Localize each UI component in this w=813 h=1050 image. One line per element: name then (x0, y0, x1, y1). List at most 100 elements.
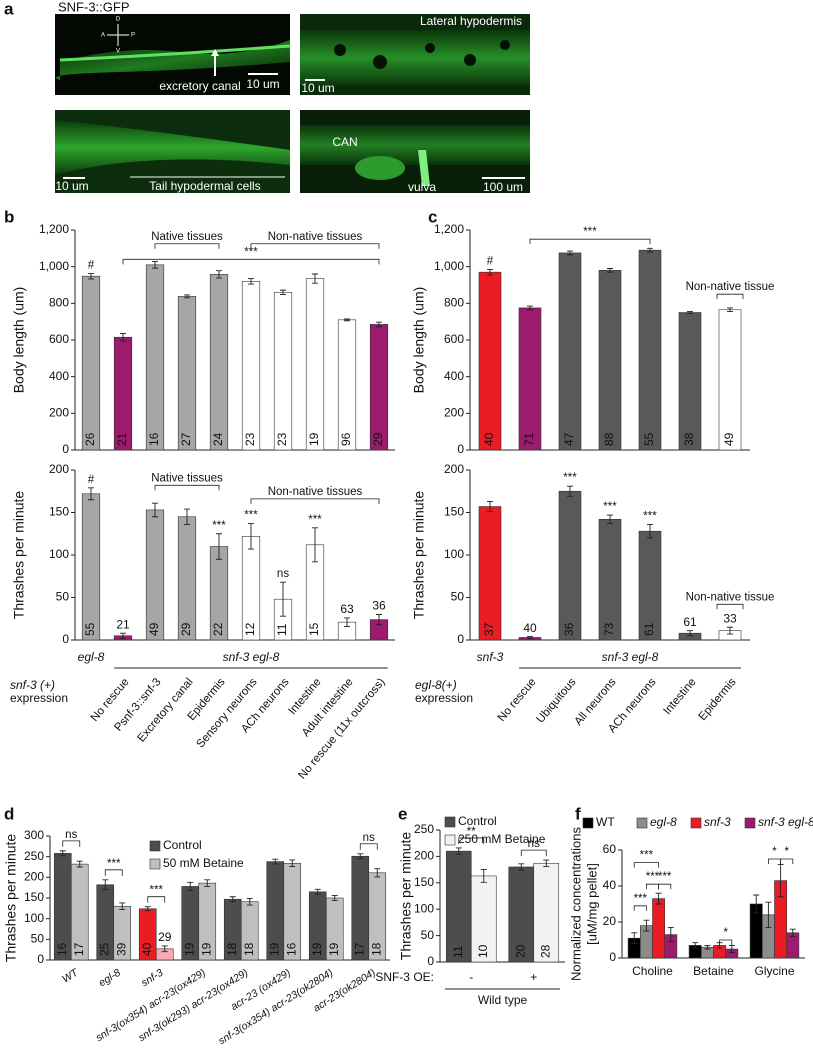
y-tick-label: 0 (609, 950, 616, 964)
error-bar (88, 487, 94, 501)
n-label: 19 (310, 942, 324, 956)
x-tick-label: Ubiquitous (534, 676, 578, 726)
legend-label: snf-3 (704, 815, 731, 829)
y-tick-label: 0 (62, 632, 69, 646)
image-label: CAN (332, 135, 357, 149)
y-tick-label: 200 (414, 849, 434, 863)
micrograph (300, 110, 530, 193)
y-tick-label: 100 (444, 547, 464, 561)
compass-label: D (116, 17, 121, 23)
significance-label: ns (528, 838, 540, 850)
error-bar (647, 523, 653, 539)
significance-label: *** (308, 514, 322, 526)
x-tick-label: Glycine (754, 964, 794, 978)
y-tick-label: 60 (603, 842, 617, 856)
y-tick-label: 1,200 (39, 222, 69, 236)
y-tick-label: 100 (24, 911, 44, 925)
n-label: 40 (140, 942, 154, 956)
y-axis-label: Body length (um) (11, 287, 27, 394)
n-label: 15 (307, 622, 321, 636)
y-tick-label: 0 (427, 954, 434, 968)
significance-bracket (458, 837, 485, 844)
y-axis-label: Thrashes per minute (398, 832, 414, 961)
error-bar (161, 945, 168, 953)
n-label: 25 (97, 942, 111, 956)
significance-label: ** (467, 826, 476, 838)
annotation-bracket (716, 603, 744, 610)
bar (305, 278, 325, 451)
bar (598, 518, 622, 641)
annotation-bracket (250, 498, 380, 504)
n-label: 12 (243, 622, 257, 636)
y-tick-label: 40 (603, 878, 617, 892)
y-tick-label: 200 (49, 406, 69, 420)
n-label: 61 (683, 615, 697, 629)
image-title: SNF-3::GFP (58, 0, 130, 14)
y-tick-label: 600 (444, 332, 464, 346)
x-tick-label: Sensory neurons (195, 676, 260, 751)
significance-label: ns (363, 832, 375, 844)
x-tick-label: snf-3 (139, 967, 165, 990)
annotation-bracket (768, 858, 781, 864)
y-tick-label: 0 (457, 442, 464, 456)
error-bar (518, 863, 525, 871)
error-bar (455, 847, 462, 855)
error-bar (119, 902, 126, 911)
bar (241, 281, 261, 451)
legend-swatch (582, 817, 594, 829)
error-bar (289, 859, 296, 868)
y-tick-label: 800 (444, 296, 464, 310)
bar (145, 264, 165, 451)
n-label: 40 (523, 621, 537, 635)
error-bar (376, 321, 382, 328)
micrograph (55, 14, 291, 95)
significance-label: ns (277, 568, 289, 580)
annotation-bracket (122, 258, 380, 265)
image-label: vulva (408, 180, 436, 194)
error-bar (102, 879, 109, 891)
error-bar (248, 278, 254, 285)
annotation: Non-native tissues (268, 486, 363, 498)
annotation: *** (583, 226, 597, 238)
error-bar (280, 581, 286, 617)
error-bar (487, 268, 493, 276)
significance-label: # (88, 259, 95, 271)
significance-bracket (359, 843, 378, 850)
n-label: 20 (513, 944, 527, 958)
x-tick-label: WT (60, 966, 82, 986)
y-tick-label: 200 (49, 462, 69, 476)
n-label: 29 (371, 432, 385, 446)
y-tick-label: 1,000 (434, 259, 464, 273)
bar (598, 270, 622, 451)
y-tick-label: 1,200 (434, 222, 464, 236)
row-label: snf-3 (+) (10, 678, 55, 692)
bar (478, 271, 502, 451)
n-label: 16 (147, 432, 161, 446)
error-bar (187, 881, 194, 892)
n-label: 36 (562, 622, 576, 636)
n-label: 36 (372, 599, 386, 613)
error-bar (687, 630, 693, 637)
group-label: egl-8 (78, 650, 105, 664)
error-bar (543, 859, 550, 867)
n-label: 11 (451, 945, 465, 958)
y-tick-label: 1,000 (39, 259, 69, 273)
annotation: * (723, 927, 728, 939)
n-label: 21 (115, 432, 129, 446)
annotation: *** (244, 246, 258, 258)
x-tick-label: Betaine (693, 964, 734, 978)
significance-label: # (88, 474, 95, 486)
y-tick-label: 150 (414, 875, 434, 889)
significance-label: *** (603, 501, 617, 513)
annotation: * (784, 846, 789, 858)
legend-swatch (690, 817, 702, 829)
x-tick-label: Choline (632, 964, 673, 978)
n-label: 28 (538, 944, 552, 958)
error-bar (152, 261, 158, 269)
n-label: 55 (642, 432, 656, 446)
error-bar (643, 919, 650, 932)
y-tick-label: 50 (421, 928, 435, 942)
y-axis-label: Thrashes per minute (411, 491, 427, 620)
annotation-bracket (719, 939, 733, 945)
